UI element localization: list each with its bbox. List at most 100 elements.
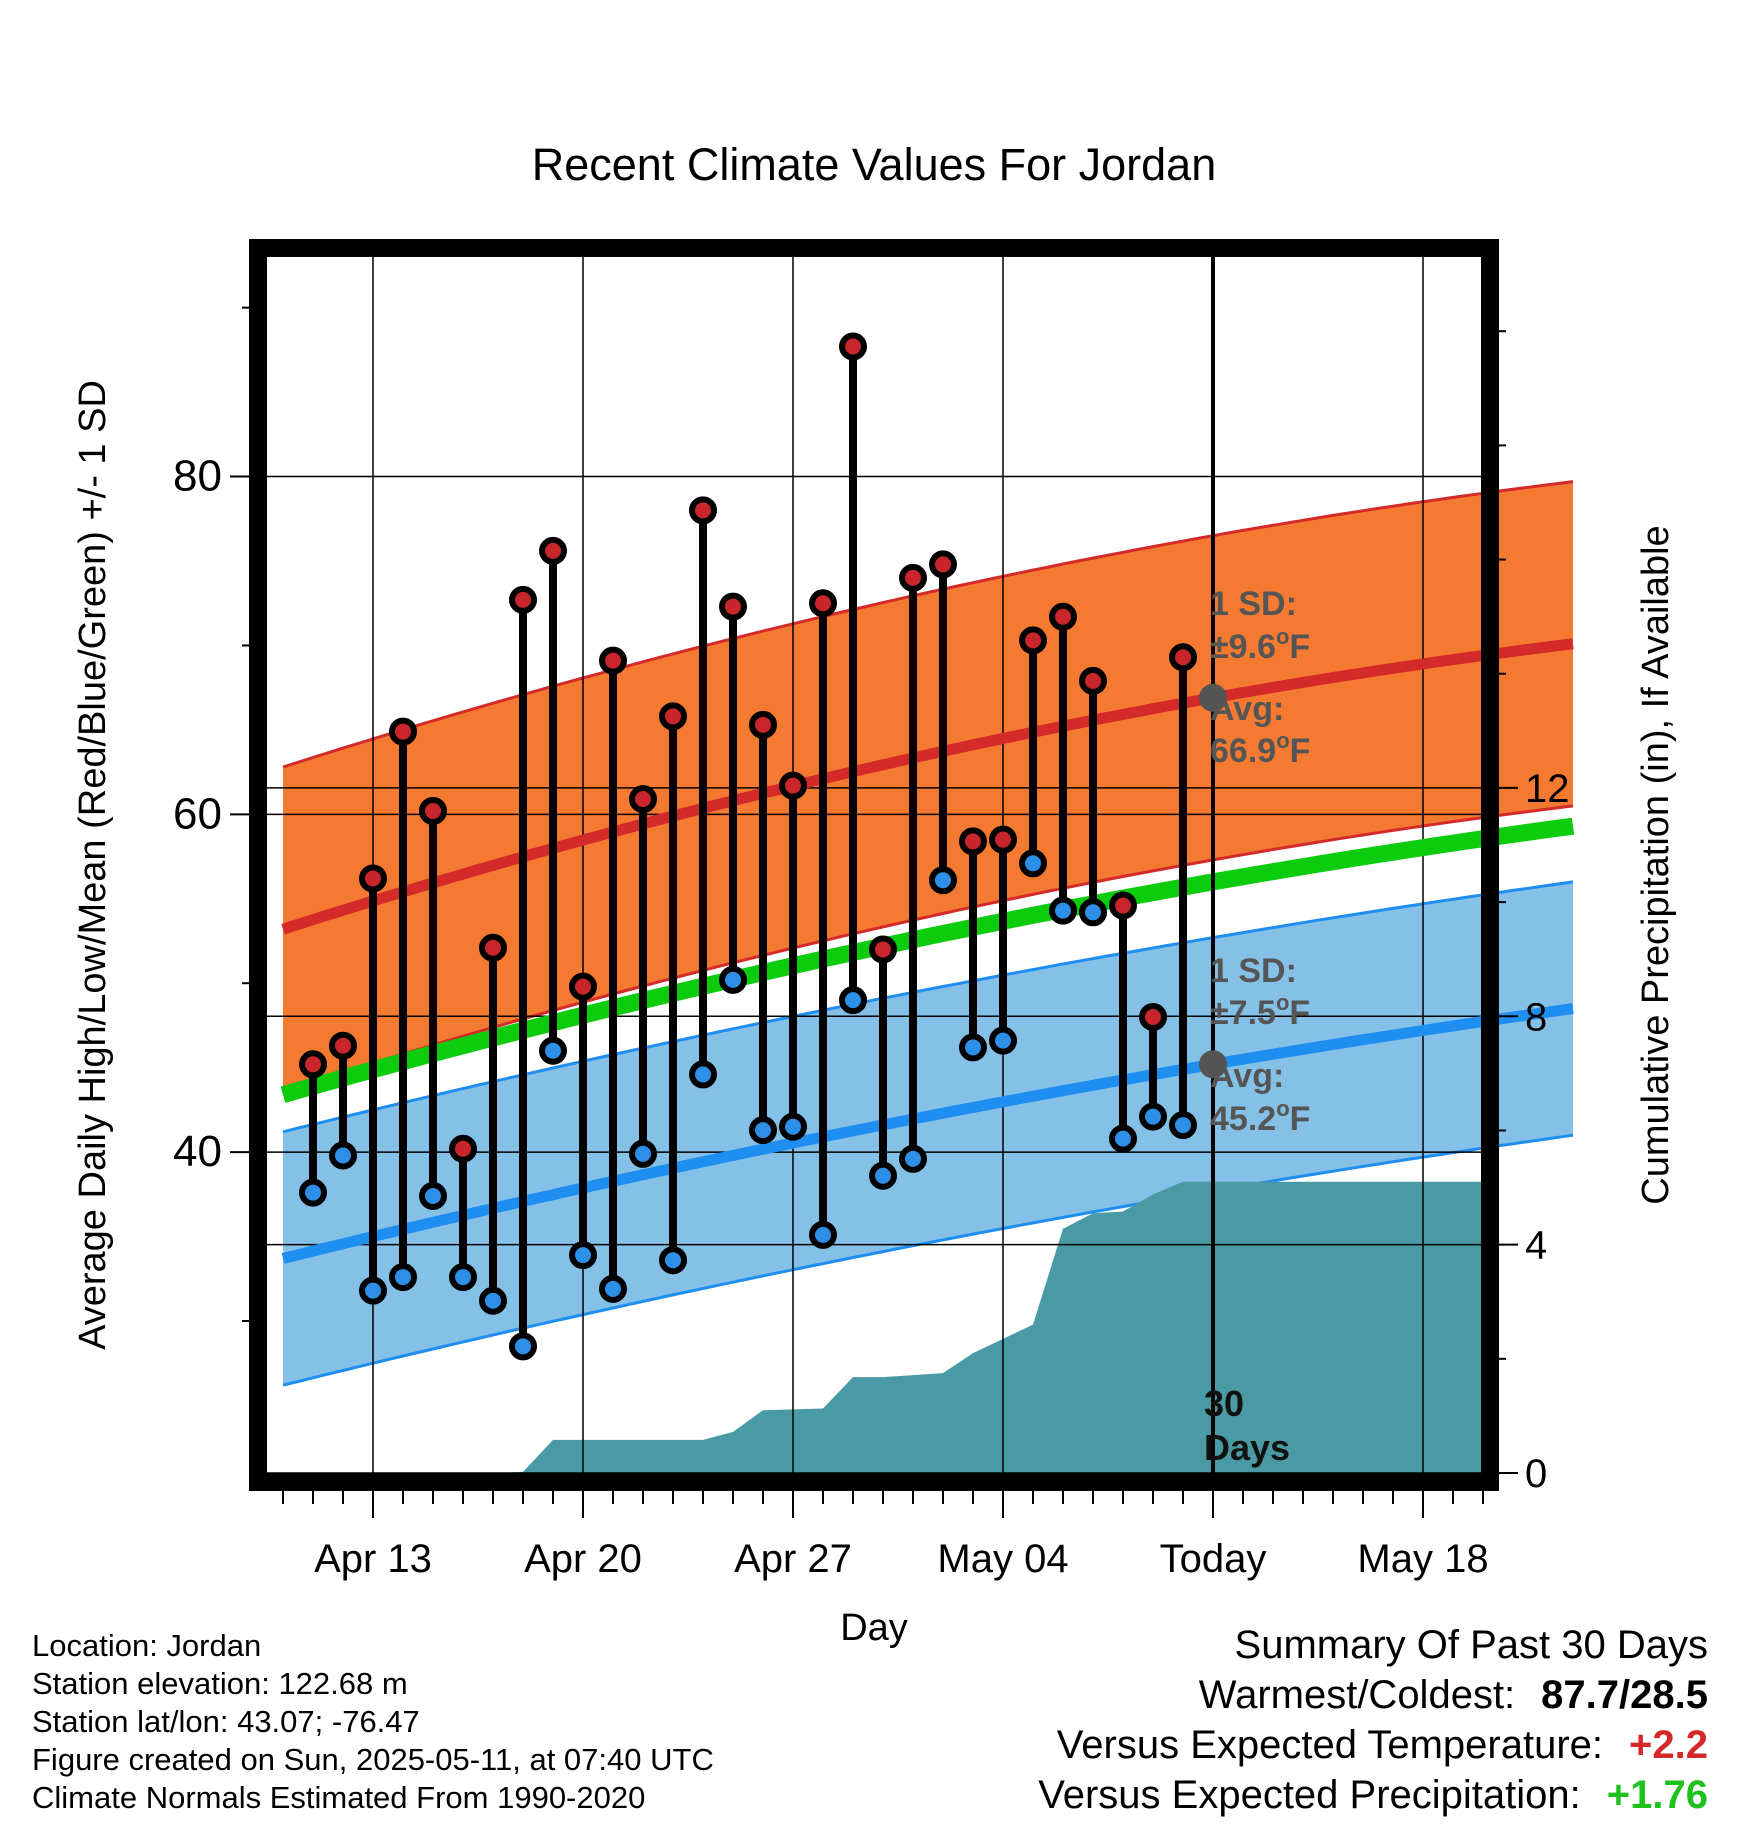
days-label-word: Days <box>1204 1427 1290 1468</box>
observed-low-point <box>1049 896 1077 925</box>
low-avg-value: 45.2oF <box>1210 1096 1310 1138</box>
x-tick-label: May 04 <box>937 1537 1068 1581</box>
observed-high-point <box>989 825 1017 854</box>
observed-low-point <box>569 1241 597 1270</box>
x-tick-label: Today <box>1160 1537 1267 1581</box>
x-tick-label: Apr 13 <box>314 1537 432 1581</box>
low-sd-unit: F <box>1289 994 1310 1032</box>
observed-low-point <box>1079 898 1107 927</box>
low-sd-lower-line <box>282 1133 1574 1387</box>
y-axis-label-right: Cumulative Precipitation (in), If Availa… <box>1635 525 1677 1204</box>
high-avg-value: 66.9oF <box>1210 728 1310 770</box>
observed-high-point <box>719 592 747 621</box>
observed-high-point <box>299 1050 327 1079</box>
high-sd-lower-line <box>282 804 1574 1093</box>
y-right-tick-label: 8 <box>1525 995 1547 1039</box>
observed-high-point <box>1169 643 1197 672</box>
station-info: Location: Jordan Station elevation: 122.… <box>32 1627 714 1817</box>
summary-warm-cold: Warmest/Coldest: 87.7/28.5 <box>1038 1670 1708 1720</box>
low-avg-unit: F <box>1290 1100 1311 1138</box>
low-sd-number: ±7.5 <box>1210 994 1276 1032</box>
high-sd-degree: o <box>1276 624 1289 649</box>
observed-high-point <box>1019 626 1047 655</box>
observed-high-point <box>539 536 567 565</box>
high-sd-value: ±9.6oF <box>1210 624 1310 666</box>
observed-high-point <box>1049 602 1077 631</box>
observed-low-point <box>779 1112 807 1141</box>
temp-value: +2.2 <box>1629 1723 1708 1767</box>
low-normal-line <box>281 1003 1574 1264</box>
observed-low-point <box>1019 849 1047 878</box>
elevation-text: Station elevation: 122.68 m <box>32 1666 408 1701</box>
observed-high-point <box>449 1134 477 1163</box>
location-text: Location: Jordan <box>32 1628 262 1663</box>
observed-low-point <box>1109 1124 1137 1153</box>
observed-low-point <box>329 1141 357 1170</box>
observed-high-point <box>1079 666 1107 695</box>
plot-frame <box>249 239 1499 1491</box>
low-sd-label: 1 SD: <box>1210 952 1297 990</box>
observed-low-point <box>389 1263 417 1292</box>
observed-low-point <box>959 1033 987 1062</box>
y-left-tick-label: 40 <box>173 1127 222 1176</box>
y-left-tick-label: 80 <box>173 452 222 501</box>
high-sd-number: ±9.6 <box>1210 628 1276 666</box>
y-axis-label-left: Average Daily High/Low/Mean (Red/Blue/Gr… <box>72 380 114 1350</box>
high-avg-marker <box>1199 683 1227 712</box>
observed-low-point <box>1139 1102 1167 1131</box>
temp-label: Versus Expected Temperature: <box>1056 1723 1604 1767</box>
observed-high-point <box>359 864 387 893</box>
observed-high-point <box>689 496 717 525</box>
y-left-tick-label: 60 <box>173 789 222 838</box>
precip-area <box>493 1181 1481 1473</box>
precip-value: +1.76 <box>1606 1773 1708 1817</box>
observed-high-point <box>809 589 837 618</box>
summary-panel: Summary Of Past 30 Days Warmest/Coldest:… <box>1038 1620 1708 1820</box>
low-sd-degree: o <box>1276 990 1289 1015</box>
y-right-tick-label: 4 <box>1525 1224 1547 1268</box>
observed-high-point <box>749 710 777 739</box>
high-sd-label: 1 SD: <box>1210 585 1297 623</box>
observed-low-point <box>299 1178 327 1207</box>
high-sd-unit: F <box>1289 628 1310 666</box>
low-avg-label: Avg: <box>1210 1057 1284 1095</box>
observed-high-point <box>959 827 987 856</box>
observed-high-point <box>1139 1003 1167 1031</box>
x-tick-label: May 18 <box>1357 1537 1488 1581</box>
observed-high-point <box>329 1031 357 1060</box>
x-tick-label: Apr 20 <box>524 1537 642 1581</box>
precip-label: Versus Expected Precipitation: <box>1038 1773 1581 1817</box>
y-right-tick-label: 0 <box>1525 1452 1547 1496</box>
observed-low-point <box>869 1161 897 1190</box>
observed-high-point <box>899 563 927 592</box>
observed-low-point <box>689 1060 717 1089</box>
plot-area <box>267 257 1575 1474</box>
latlon-text: Station lat/lon: 43.07; -76.47 <box>32 1704 420 1739</box>
observed-low-point <box>449 1263 477 1292</box>
observed-high-point <box>1109 891 1137 920</box>
observed-high-point <box>419 796 447 825</box>
observed-high-point <box>929 550 957 579</box>
days-label-number: 30 <box>1204 1383 1244 1424</box>
observed-low-point <box>599 1274 627 1303</box>
observed-low-point <box>989 1026 1017 1055</box>
observed-low-point <box>809 1220 837 1249</box>
observed-high-point <box>629 785 657 814</box>
y-right-tick-label: 12 <box>1525 767 1570 811</box>
observed-low-point <box>659 1246 687 1275</box>
x-axis-label: Day <box>840 1607 908 1649</box>
mean-normal-line <box>280 817 1575 1103</box>
low-sd-band <box>283 881 1573 1386</box>
x-tick-label: Apr 27 <box>734 1537 852 1581</box>
low-sd-value: ±7.5oF <box>1210 990 1310 1032</box>
observed-low-point <box>929 866 957 895</box>
observed-high-point <box>779 771 807 800</box>
observed-high-point <box>869 935 897 964</box>
observed-low-point <box>359 1276 387 1305</box>
observed-low-point <box>509 1332 537 1361</box>
high-avg-degree: o <box>1276 728 1289 753</box>
high-sd-band <box>283 481 1573 1092</box>
warm-cold-value: 87.7/28.5 <box>1541 1673 1708 1717</box>
observed-low-point <box>629 1139 657 1168</box>
